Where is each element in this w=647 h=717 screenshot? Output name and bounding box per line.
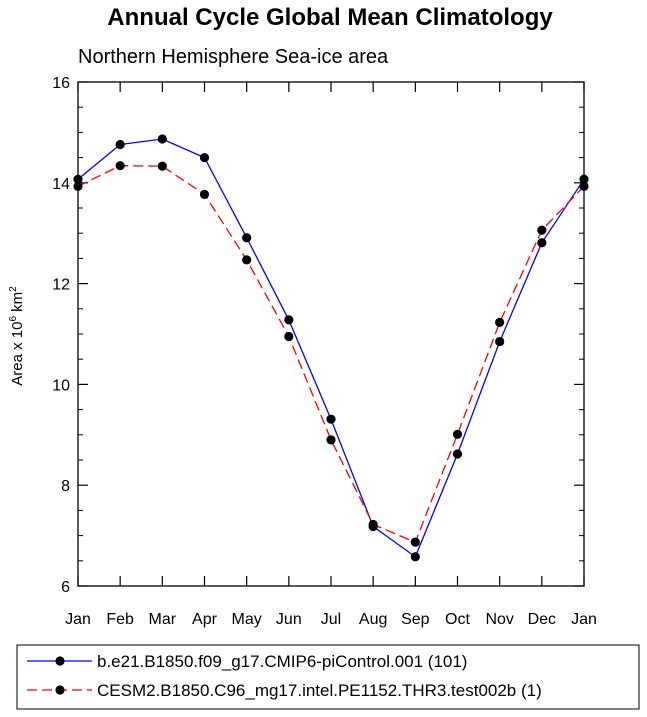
series-2-point	[199, 189, 210, 199]
x-tick-label: Oct	[445, 611, 470, 628]
series-1-point	[495, 336, 505, 347]
legend-box	[16, 644, 640, 710]
series-2-point	[495, 317, 505, 328]
legend-marker-1	[55, 656, 65, 666]
legend: b.e21.B1850.f09_g17.CMIP6-piControl.001 …	[16, 644, 640, 710]
series-1-point	[537, 238, 547, 248]
axes: 6 8 10 12 14 16 Jan Feb Mar Apr May Jun Jul Aug Sep Oct…	[52, 75, 597, 628]
legend-marker-2	[55, 685, 65, 695]
series-2-point	[242, 255, 252, 265]
y-tick-label: 6	[61, 579, 70, 596]
series-2-point	[157, 161, 167, 171]
x-tick-label: Jan	[65, 611, 91, 628]
legend-label-1: b.e21.B1850.f09_g17.CMIP6-piControl.001 …	[97, 652, 467, 671]
series-1-point	[410, 552, 420, 562]
series-line-2	[77, 165, 585, 544]
chart-title: Annual Cycle Global Mean Climatology	[107, 4, 553, 31]
x-tick-label: Jul	[321, 611, 341, 628]
y-axis-label: Area x 106 km2	[8, 286, 26, 386]
y-tick-label: 12	[52, 277, 70, 294]
x-tick-label: Sep	[401, 611, 430, 628]
series-2-point	[537, 225, 547, 235]
series-2-point	[410, 537, 420, 547]
series-1-point	[199, 153, 210, 163]
y-tick-label: 8	[61, 478, 70, 495]
y-tick-label: 14	[52, 176, 70, 193]
plot-frame	[77, 81, 585, 587]
y-tick-label: 16	[52, 75, 70, 92]
y-axis-label-base: Area x 10	[9, 322, 26, 386]
series-1-point	[284, 315, 294, 325]
x-tick-label: Aug	[359, 611, 387, 628]
x-tick-label: Dec	[528, 611, 556, 628]
x-tick-label: Feb	[106, 611, 134, 628]
y-tick-label: 10	[52, 377, 70, 394]
x-tick-label: Jan	[571, 611, 597, 628]
y-axis-label-unit: km	[9, 292, 26, 316]
series-layer	[73, 134, 589, 562]
y-axis-label-exp1: 6	[8, 316, 19, 322]
series-line-1	[77, 138, 585, 558]
series-2-point	[368, 519, 378, 530]
x-tick-label: Mar	[149, 611, 177, 628]
series-1-point	[157, 134, 167, 144]
series-1-point	[452, 449, 463, 459]
chart-subtitle: Northern Hemisphere Sea-ice area	[78, 46, 389, 68]
x-tick-label: Nov	[485, 611, 513, 628]
series-1-point	[326, 414, 336, 424]
series-2-point	[452, 429, 463, 439]
x-tick-label: Apr	[192, 611, 218, 628]
series-1-point	[115, 139, 125, 150]
series-1-point	[242, 233, 252, 243]
series-2-point	[326, 435, 336, 445]
series-2-point	[115, 161, 125, 171]
x-tick-label: Jun	[276, 611, 302, 628]
y-axis-label-exp2: 2	[8, 286, 19, 292]
x-tick-label: May	[232, 611, 262, 628]
series-2-point	[284, 331, 294, 342]
legend-label-2: CESM2.B1850.C96_mg17.intel.PE1152.THR3.t…	[97, 681, 542, 700]
